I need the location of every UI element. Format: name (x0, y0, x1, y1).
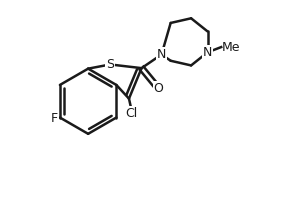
Text: S: S (106, 58, 114, 71)
Text: N: N (203, 46, 212, 59)
Text: Me: Me (222, 41, 241, 54)
Text: O: O (153, 82, 163, 95)
Text: Cl: Cl (125, 107, 137, 120)
Text: F: F (51, 112, 58, 125)
Text: N: N (157, 48, 166, 61)
